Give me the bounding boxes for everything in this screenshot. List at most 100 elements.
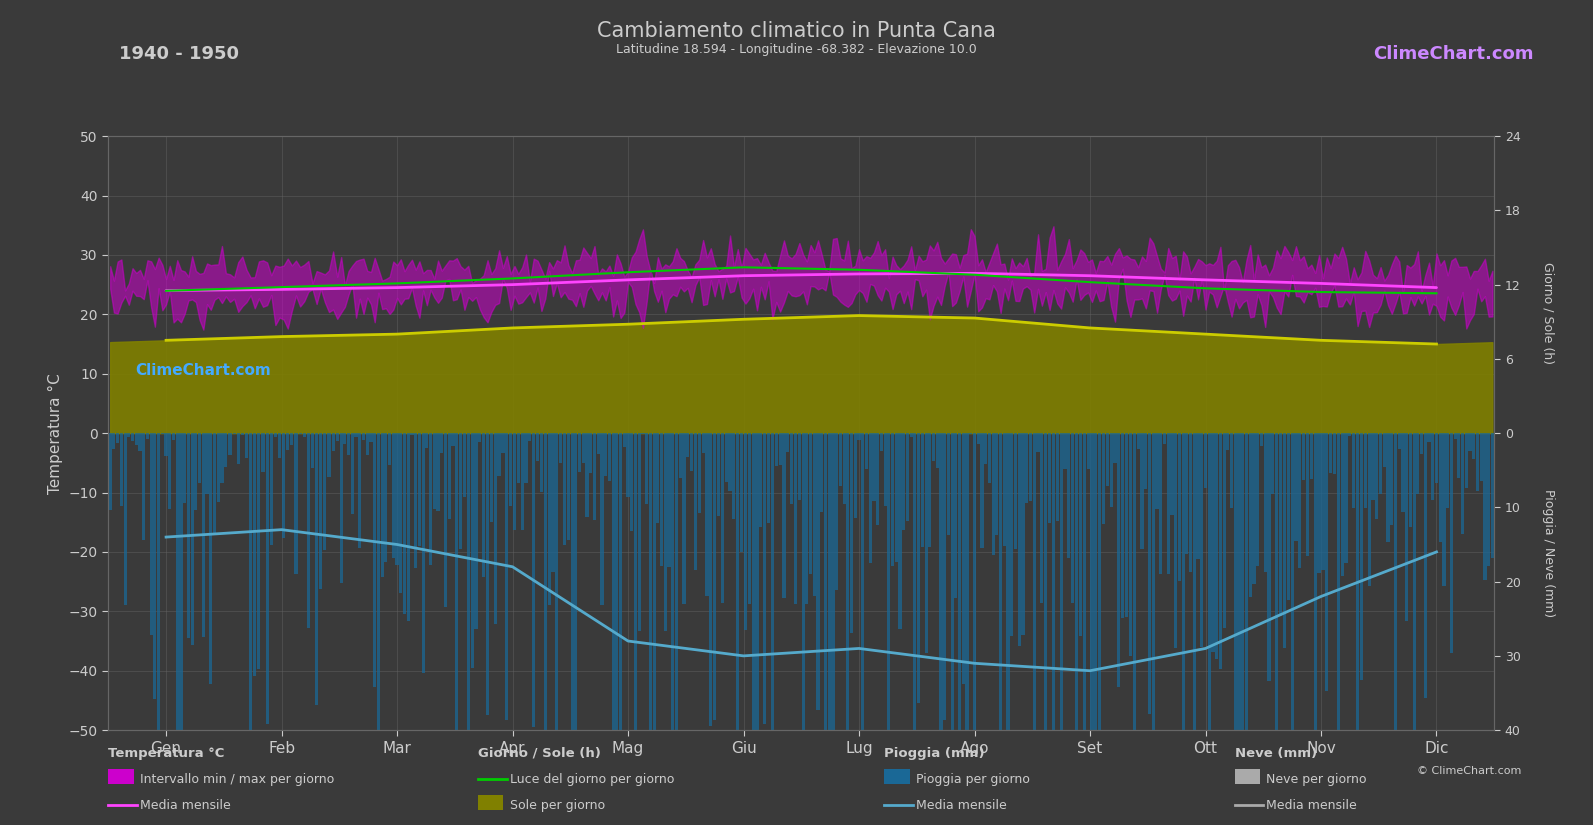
Bar [1438,433,1442,542]
Bar [645,433,648,504]
Bar [1007,433,1010,825]
Text: Pioggia (mm): Pioggia (mm) [884,747,984,760]
Bar [921,433,924,546]
Bar [478,433,481,442]
Bar [274,433,277,437]
Bar [172,433,175,441]
Bar [620,433,623,825]
Bar [131,433,134,441]
Text: Media mensile: Media mensile [140,799,231,813]
Bar [486,433,489,714]
Bar [1413,433,1416,771]
Bar [422,433,425,673]
Bar [1279,433,1282,615]
Text: Pioggia / Neve (mm): Pioggia / Neve (mm) [1542,488,1555,617]
Bar [943,433,946,720]
Bar [1163,433,1166,444]
Bar [957,433,961,785]
Bar [1129,433,1133,656]
Bar [1177,433,1180,581]
Bar [835,433,838,590]
Bar [1141,433,1144,549]
Bar [898,433,902,629]
Bar [873,433,876,502]
Bar [660,433,663,566]
Bar [147,433,150,439]
Bar [1043,433,1047,825]
Bar [581,433,585,463]
Bar [414,433,417,568]
Text: 1940 - 1950: 1940 - 1950 [119,45,239,64]
Bar [1249,433,1252,596]
Bar [1040,433,1043,603]
Bar [1372,433,1375,500]
Bar [1298,433,1301,568]
Bar [653,433,656,825]
Bar [1419,433,1423,454]
Bar [698,433,701,513]
Bar [706,433,709,596]
Bar [586,433,589,517]
Bar [1314,433,1317,733]
Bar [1301,433,1305,480]
Bar [642,433,645,435]
Bar [924,433,927,653]
Bar [1260,433,1263,446]
Bar [433,433,436,509]
Bar [604,433,607,476]
Bar [865,433,868,469]
Bar [336,433,339,441]
Bar [483,433,486,578]
Bar [516,433,519,483]
Bar [344,433,347,444]
Bar [1268,433,1271,681]
Bar [175,433,178,825]
Bar [1424,433,1427,698]
Bar [1051,433,1055,825]
Bar [142,433,145,540]
Bar [1160,433,1163,573]
Bar [1329,433,1332,473]
Bar [779,433,782,465]
Bar [910,433,913,437]
Bar [1207,433,1211,737]
Bar [597,433,601,455]
Bar [417,433,421,546]
Bar [913,433,916,781]
Bar [671,433,674,789]
Bar [440,433,443,453]
Bar [233,433,236,434]
Bar [1431,433,1434,500]
Bar [1348,433,1351,436]
Bar [1475,433,1478,491]
Bar [241,433,244,435]
Bar [1483,433,1486,581]
Bar [589,433,593,474]
Bar [464,433,467,497]
Bar [876,433,879,525]
Bar [1321,433,1324,569]
Text: Giorno / Sole (h): Giorno / Sole (h) [478,747,601,760]
Bar [940,433,943,825]
Bar [1102,433,1106,524]
Bar [1446,433,1450,508]
Bar [1002,433,1005,546]
Bar [339,433,342,582]
Bar [1211,433,1214,652]
Bar [1152,433,1155,825]
Bar [1064,433,1067,469]
Bar [355,433,358,437]
Bar [535,433,538,461]
Bar [350,433,354,514]
Bar [626,433,629,497]
Bar [1193,433,1196,825]
Bar [648,433,652,789]
Bar [411,433,414,436]
Bar [1416,433,1419,494]
Bar [656,433,660,523]
Bar [395,433,398,565]
Bar [1174,433,1177,648]
Text: Intervallo min / max per giorno: Intervallo min / max per giorno [140,773,335,786]
Bar [1274,433,1278,825]
Bar [929,433,932,547]
